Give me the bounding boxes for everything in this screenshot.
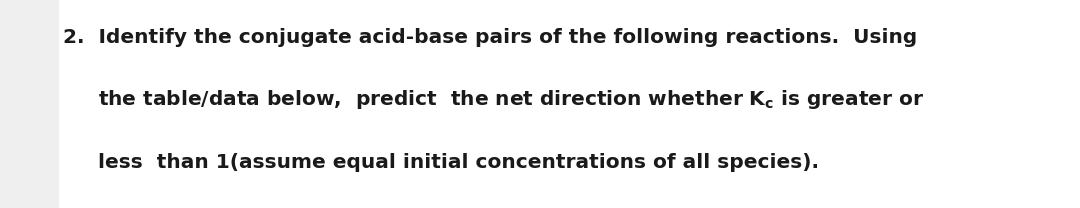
FancyBboxPatch shape [0, 0, 59, 208]
Text: 2.  Identify the conjugate acid-base pairs of the following reactions.  Using: 2. Identify the conjugate acid-base pair… [63, 28, 917, 47]
Text: the table/data below,  predict  the net direction whether $\mathbf{K}_\mathbf{c}: the table/data below, predict the net di… [63, 88, 923, 111]
Text: less  than 1(assume equal initial concentrations of all species).: less than 1(assume equal initial concent… [63, 153, 819, 172]
